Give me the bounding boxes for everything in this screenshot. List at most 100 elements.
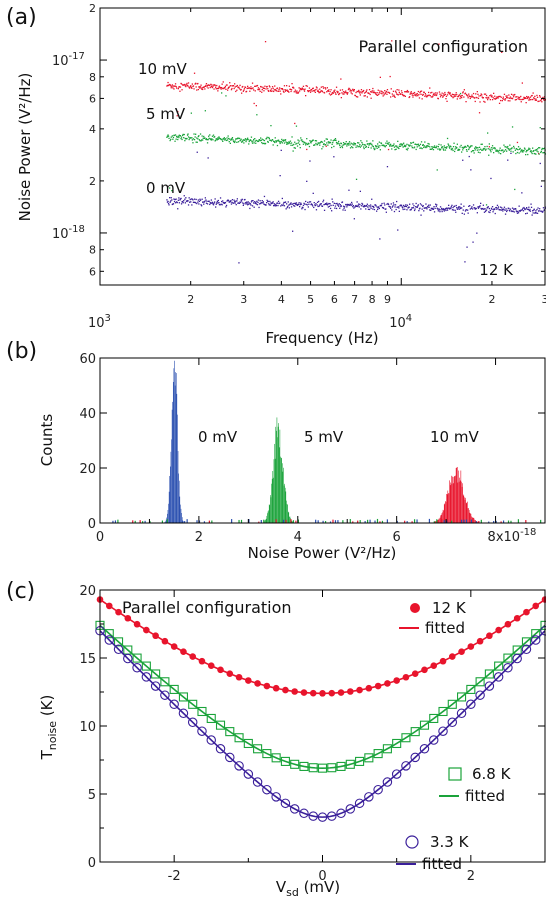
panel-a-point	[459, 207, 462, 209]
panel-a-point	[308, 145, 311, 148]
panel-a-point	[539, 127, 541, 129]
panel-a-point	[464, 145, 467, 148]
panel-a-point	[386, 140, 388, 142]
panel-a-point	[379, 90, 381, 92]
panel-a-point	[507, 100, 509, 102]
panel-a-point	[167, 81, 169, 84]
panel-c-point	[410, 727, 420, 737]
panel-b-bar	[172, 381, 174, 523]
panel-a-point	[387, 148, 390, 151]
panel-a-point	[182, 134, 184, 137]
panel-a-point	[292, 86, 294, 88]
panel-a-point	[392, 205, 394, 207]
panel-b-bar	[275, 519, 277, 523]
panel-a-point	[336, 143, 338, 145]
panel-c-legend-fit-label: fitted	[422, 855, 462, 873]
panel-a-point	[470, 169, 472, 171]
panel-a-point	[290, 206, 293, 208]
panel-a-point	[261, 89, 263, 91]
panel-a-point	[208, 200, 210, 202]
panel-a-point	[280, 205, 282, 207]
panel-a-xlabel: Frequency (Hz)	[265, 329, 378, 347]
panel-a-point	[245, 140, 247, 143]
panel-a-point	[534, 95, 536, 97]
panel-a-point	[295, 203, 297, 205]
panel-b-bar	[459, 480, 461, 523]
panel-a-point	[464, 261, 466, 263]
panel-a-point	[459, 97, 461, 100]
panel-c-point	[328, 689, 336, 697]
panel-c-point	[207, 662, 215, 669]
panel-a-point	[232, 202, 235, 204]
panel-c-point	[104, 629, 114, 639]
panel-a-point	[330, 204, 332, 207]
panel-c-point	[364, 792, 374, 802]
panel-a-point	[171, 199, 173, 201]
panel-b-bar	[461, 486, 463, 523]
panel-a-point	[460, 203, 462, 205]
panel-b-bar	[445, 501, 446, 523]
panel-a-point	[197, 199, 199, 201]
panel-a-point	[178, 134, 180, 136]
panel-a-point	[333, 90, 335, 92]
panel-a-point	[529, 208, 531, 211]
panel-b-bar	[182, 520, 184, 523]
panel-a-point	[267, 140, 269, 143]
panel-b-bar	[457, 482, 459, 523]
panel-a-point	[522, 151, 524, 153]
panel-a-point	[442, 95, 444, 97]
panel-a-point	[499, 147, 501, 149]
panel-a-point	[474, 147, 476, 149]
panel-a-point	[485, 94, 488, 97]
panel-a-point	[517, 98, 519, 100]
panel-a-point	[226, 84, 228, 86]
panel-a-point	[511, 207, 514, 209]
panel-b-bar	[258, 521, 260, 523]
panel-a-point	[433, 211, 436, 213]
panel-a-point	[426, 145, 429, 147]
panel-a-point	[410, 142, 412, 144]
panel-a-point	[472, 150, 475, 152]
panel-a-point	[446, 208, 448, 210]
panel-a-point	[290, 144, 292, 146]
panel-a-point	[470, 96, 473, 98]
panel-a-point	[170, 87, 172, 89]
panel-c-point	[253, 744, 263, 754]
panel-b-bar	[114, 520, 117, 523]
panel-a-point	[313, 206, 315, 209]
panel-a-point	[199, 198, 201, 200]
panel-a-point	[464, 210, 467, 212]
panel-b-bar	[462, 483, 463, 523]
panel-a-point	[182, 133, 184, 136]
panel-a-point	[508, 97, 510, 99]
panel-a-point	[241, 92, 243, 94]
panel-a-point	[338, 140, 340, 143]
panel-a-point	[228, 86, 230, 88]
panel-a-point	[434, 207, 436, 209]
panel-a-point	[477, 97, 480, 99]
panel-a-point	[455, 95, 457, 97]
panel-a-point	[458, 148, 461, 151]
panel-a-point	[271, 86, 274, 88]
panel-a-point	[343, 207, 345, 209]
panel-a-point	[236, 89, 238, 91]
panel-a-point	[170, 197, 172, 199]
panel-a-point	[255, 203, 257, 205]
panel-a-point	[242, 139, 244, 141]
panel-b-bar	[337, 520, 339, 523]
panel-b-bar	[282, 471, 284, 523]
panel-a-point	[392, 202, 395, 204]
panel-a-point	[206, 142, 209, 144]
panel-a-point	[488, 97, 490, 99]
panel-b-bar	[517, 519, 520, 523]
panel-a-point	[365, 208, 367, 210]
panel-a-point	[476, 91, 478, 93]
panel-a-point	[348, 142, 350, 144]
panel-a-point	[296, 90, 298, 92]
panel-a-point	[366, 205, 368, 207]
panel-a-point	[442, 96, 444, 98]
panel-a-point	[191, 139, 193, 141]
panel-a-point	[218, 136, 220, 138]
panel-a-point	[451, 95, 453, 98]
panel-a-point	[481, 143, 483, 145]
